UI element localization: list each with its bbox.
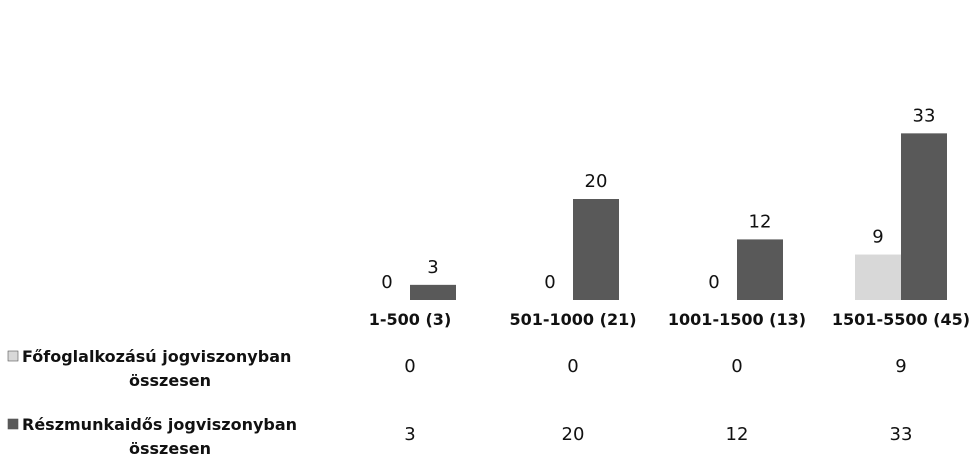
legend-swatch-series1 bbox=[7, 350, 19, 362]
bar-series2-1 bbox=[410, 284, 456, 300]
data-label-series1-2: 0 bbox=[544, 272, 555, 293]
data-label-series2-3: 12 bbox=[749, 211, 772, 232]
table-value-series2-1: 3 bbox=[404, 424, 415, 445]
table-value-series1-2: 0 bbox=[567, 356, 578, 377]
data-label-series1-1: 0 bbox=[381, 272, 392, 293]
legend-label-series1-line2: összesen bbox=[129, 371, 211, 390]
data-label-series2-2: 20 bbox=[585, 171, 608, 192]
category-label-2: 501-1000 (21) bbox=[509, 310, 636, 329]
labels-layer: 0 3 1-500 (3) 0 20 501-1000 (21) 0 12 1001-1500 … bbox=[369, 105, 970, 329]
bar-series2-2 bbox=[573, 199, 619, 300]
bar-series2-4 bbox=[901, 133, 947, 300]
data-table: Főfoglalkozású jogviszonyban összesen 0 0 0 9… bbox=[7, 347, 913, 458]
table-value-series2-3: 12 bbox=[726, 424, 749, 445]
category-label-3: 1001-1500 (13) bbox=[668, 310, 806, 329]
data-label-series1-3: 0 bbox=[708, 272, 719, 293]
bar-series1-4 bbox=[855, 254, 901, 300]
bars-layer bbox=[410, 133, 947, 300]
category-label-4: 1501-5500 (45) bbox=[832, 310, 970, 329]
data-label-series2-4: 33 bbox=[913, 105, 936, 126]
legend-label-series2-line2: összesen bbox=[129, 439, 211, 458]
table-value-series1-4: 9 bbox=[895, 356, 906, 377]
table-value-series1-3: 0 bbox=[731, 356, 742, 377]
data-label-series2-1: 3 bbox=[427, 257, 438, 278]
legend-label-series1-line1: Főfoglalkozású jogviszonyban bbox=[22, 347, 291, 366]
legend-label-series2-line1: Részmunkaidős jogviszonyban bbox=[22, 415, 297, 434]
category-label-1: 1-500 (3) bbox=[369, 310, 452, 329]
data-label-series1-4: 9 bbox=[872, 227, 883, 248]
legend-swatch-series2 bbox=[7, 418, 19, 430]
bar-series2-3 bbox=[737, 239, 783, 300]
table-value-series1-1: 0 bbox=[404, 356, 415, 377]
table-value-series2-2: 20 bbox=[562, 424, 585, 445]
table-value-series2-4: 33 bbox=[890, 424, 913, 445]
